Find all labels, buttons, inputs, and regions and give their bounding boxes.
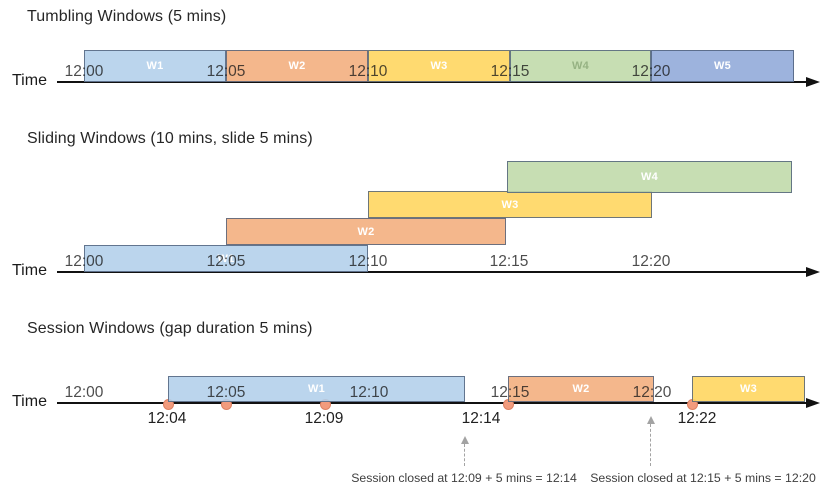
tick-label: 12:20 <box>631 253 671 270</box>
window-label: W1 <box>146 60 164 72</box>
tick-label: 12:20 <box>631 63 671 80</box>
window-w4: W4 <box>510 50 651 82</box>
tick-label: 12:05 <box>206 63 246 80</box>
window-label: W3 <box>501 198 519 211</box>
event-time-label: 12:09 <box>304 410 344 427</box>
window-w1: W1 <box>84 50 226 82</box>
tick-label: 12:00 <box>64 253 104 270</box>
tick-label: 12:15 <box>490 63 530 80</box>
window-w3: W3 <box>368 191 652 218</box>
event-time-label: 12:04 <box>147 410 187 427</box>
window-label: W2 <box>572 383 590 395</box>
tick-label: 12:15 <box>490 384 530 401</box>
callout-text: Session closed at 12:15 + 5 mins = 12:20 <box>590 471 816 485</box>
window-w2: W2 <box>226 50 368 82</box>
window-w4: W4 <box>507 161 792 193</box>
window-w5: W5 <box>651 50 794 82</box>
time-axis-label: Time <box>12 72 47 89</box>
window-w1: W1 <box>84 245 368 272</box>
timeline-axis <box>57 402 808 405</box>
window-w3: W3 <box>692 376 805 402</box>
axis-arrowhead-icon <box>806 76 820 87</box>
window-w2: W2 <box>508 376 654 402</box>
tick-label: 12:10 <box>348 63 388 80</box>
callout-arrow-icon <box>646 416 655 424</box>
tick-label: 12:00 <box>64 384 104 401</box>
timeline-axis <box>57 271 808 274</box>
window-label: W2 <box>357 225 375 238</box>
axis-arrowhead-icon <box>806 397 820 408</box>
callout-arrow-line <box>650 424 652 466</box>
tick-label: 12:10 <box>348 253 388 270</box>
callout-arrow-icon <box>460 436 469 444</box>
tick-label: 12:00 <box>64 63 104 80</box>
window-w2: W2 <box>226 218 506 245</box>
event-time-label: 12:22 <box>677 410 717 427</box>
window-label: W1 <box>307 383 326 395</box>
section-title: Sliding Windows (10 mins, slide 5 mins) <box>27 130 313 147</box>
window-label: W3 <box>430 60 448 72</box>
time-axis-label: Time <box>12 262 47 279</box>
axis-arrowhead-icon <box>806 266 820 277</box>
window-label: W5 <box>713 60 732 72</box>
window-label: W4 <box>640 171 659 183</box>
window-label: W3 <box>739 383 758 395</box>
window-label: W4 <box>571 60 590 72</box>
window-label: W2 <box>288 60 306 72</box>
time-axis-label: Time <box>12 393 47 410</box>
window-w1: W1 <box>168 376 465 402</box>
tick-label: 12:15 <box>489 253 529 270</box>
event-time-label: 12:14 <box>461 410 501 427</box>
window-w3: W3 <box>368 50 510 82</box>
timeline-axis <box>57 81 808 84</box>
section-title: Session Windows (gap duration 5 mins) <box>27 320 313 337</box>
tick-label: 12:20 <box>632 384 672 401</box>
tick-label: 12:05 <box>206 384 246 401</box>
section-title: Tumbling Windows (5 mins) <box>27 8 227 25</box>
tick-label: 12:10 <box>349 384 389 401</box>
window-label: W1 <box>217 252 235 265</box>
tick-label: 12:05 <box>206 253 246 270</box>
callout-text: Session closed at 12:09 + 5 mins = 12:14 <box>351 471 577 485</box>
callout-arrow-line <box>464 444 466 466</box>
